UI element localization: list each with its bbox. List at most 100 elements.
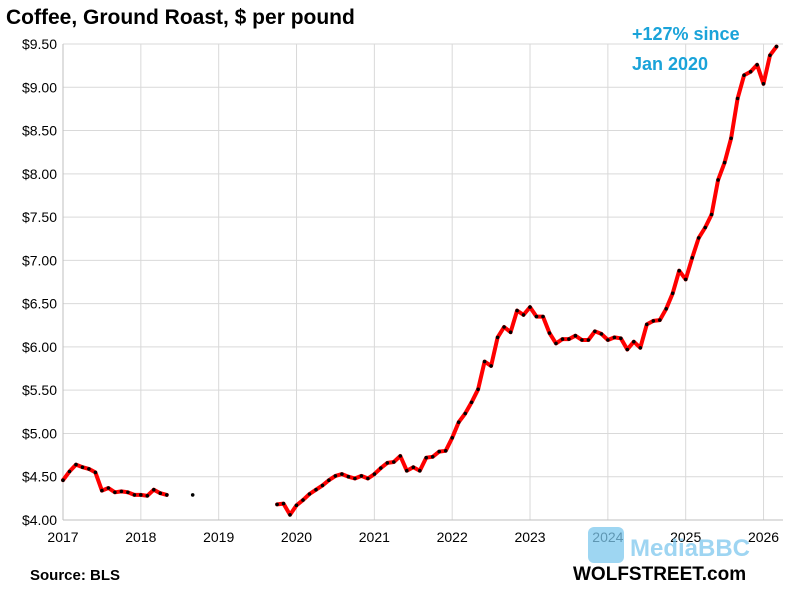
data-point [722,160,727,165]
data-point [301,498,305,502]
y-tick-label: $9.50 [22,36,57,52]
data-point [353,476,357,481]
data-point [359,474,364,478]
x-tick-label: 2025 [670,529,701,545]
data-point [398,454,403,458]
data-point [670,291,675,296]
data-point [320,483,325,488]
data-point [80,465,85,470]
y-tick-label: $5.50 [22,382,57,398]
data-point [340,472,344,476]
data-point [379,466,383,470]
data-point [392,460,396,464]
data-point [508,330,513,335]
data-point [742,73,746,77]
data-point [158,491,163,496]
data-point [385,461,390,465]
data-point [476,387,480,392]
data-point [307,492,312,496]
data-point [554,341,558,346]
annotation-line-1: +127% since [632,24,740,44]
data-point [106,486,111,490]
data-point [502,325,506,329]
data-point [632,339,636,344]
x-tick-label: 2026 [748,529,779,545]
data-point [372,472,377,476]
data-point [606,338,610,342]
data-point [560,337,565,341]
annotation-line-2: Jan 2020 [632,54,708,74]
y-tick-label: $6.00 [22,339,57,355]
watermark-logo-box [588,527,624,563]
data-point [696,236,701,240]
data-point [573,333,578,338]
data-point [580,338,584,342]
data-point [190,493,195,497]
data-point [87,467,91,471]
watermark: MediaBBC [588,527,750,563]
data-point [748,69,753,74]
data-point [482,359,487,364]
data-point [547,331,552,335]
data-point [294,503,299,508]
data-point [437,449,442,454]
y-tick-label: $4.00 [22,512,57,528]
data-markers [61,44,779,517]
data-point [152,487,156,492]
data-point [690,255,694,260]
data-point [761,82,766,86]
axes [62,44,783,521]
x-tick-label: 2018 [125,529,156,545]
y-tick-label: $7.50 [22,209,57,225]
data-point [567,337,571,341]
data-point [281,501,286,506]
data-point [709,212,714,217]
y-tick-label: $7.00 [22,252,57,268]
data-point [774,44,779,49]
brand-label: WOLFSTREET.com [573,564,746,585]
data-point [456,420,461,425]
x-tick-label: 2021 [359,529,390,545]
data-point [645,322,649,327]
y-tick-label: $9.00 [22,79,57,95]
data-point [139,493,143,497]
data-point [625,347,630,352]
data-point [768,53,772,58]
data-point [61,478,65,483]
data-point [619,336,623,341]
data-point [430,455,435,459]
data-point [651,319,656,323]
data-point [683,277,688,282]
data-point [735,96,740,101]
data-point [638,346,643,350]
data-point [165,493,169,497]
x-tick-label: 2022 [437,529,468,545]
y-tick-label: $5.00 [22,425,57,441]
data-point [67,469,72,474]
tick-labels: $4.00 $4.50 $5.00 $5.50 $6.00 $6.50 $7.00 $7.50… [22,36,779,545]
data-point [599,332,604,336]
source-label: Source: BLS [30,567,120,584]
data-point [333,474,338,478]
data-point [716,178,720,182]
data-point [405,468,409,473]
data-point [366,476,370,481]
data-point [450,436,455,440]
data-point [145,494,150,498]
data-point [443,449,448,453]
data-point [534,314,539,319]
data-point [586,338,591,342]
x-tick-label: 2020 [281,529,312,545]
data-point [119,489,124,494]
data-point [658,318,662,322]
data-point [314,487,318,492]
data-point [424,455,429,460]
x-tick-label: 2017 [47,529,78,545]
data-point [515,308,519,313]
data-point [521,313,526,317]
data-point [664,307,668,311]
data-point [100,488,104,493]
data-point [677,268,681,273]
